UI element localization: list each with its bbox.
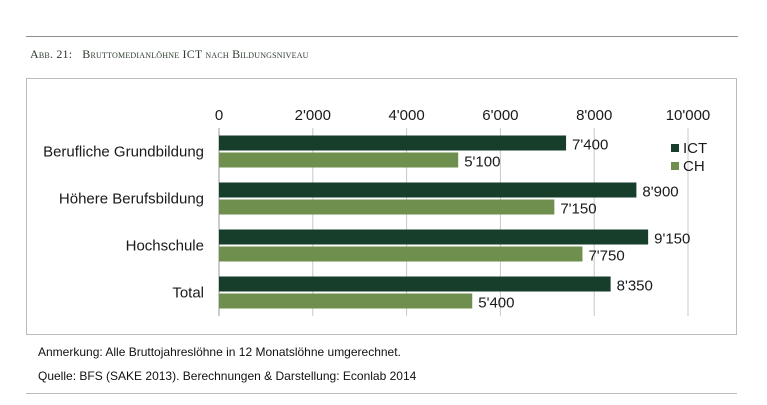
bar-chart: 0 2'000 4'000 6'000 8'000 10'000 Berufliche Gr… xyxy=(43,107,711,316)
x-tick-label: 10'000 xyxy=(666,107,711,124)
x-tick-label: 8'000 xyxy=(576,107,612,124)
data-label-ch: 5'100 xyxy=(464,154,500,171)
figure-title-text: Bruttomedianlöhne ICT nach Bildungsnivea… xyxy=(82,47,309,61)
data-label-ict: 8'900 xyxy=(642,184,678,201)
top-rule xyxy=(26,36,738,37)
source-label: Quelle: xyxy=(38,369,77,383)
data-label-ch: 7'750 xyxy=(588,248,624,265)
category-label: Höhere Berufsbildung xyxy=(59,191,204,208)
source-text: BFS (SAKE 2013). xyxy=(79,369,180,383)
figure-number: Abb. 21: xyxy=(30,47,73,61)
data-label-ict: 7'400 xyxy=(572,137,608,154)
remark-note: Anmerkung: Alle Bruttojahreslöhne in 12 … xyxy=(38,345,401,359)
source-note: Quelle: BFS (SAKE 2013). Berechnungen & … xyxy=(38,369,416,383)
credit-label: Berechnungen & Darstellung: xyxy=(182,369,340,383)
bar-ict xyxy=(219,182,637,198)
x-tick-label: 0 xyxy=(215,107,223,124)
bar-ict xyxy=(219,276,611,292)
x-tick-label: 6'000 xyxy=(482,107,518,124)
category-label: Total xyxy=(172,285,204,302)
legend-swatch-ict xyxy=(671,144,679,152)
legend-swatch-ch xyxy=(671,162,679,170)
bar-ict xyxy=(219,135,567,151)
legend-label-ict: ICT xyxy=(683,140,707,157)
credit-text: Econlab 2014 xyxy=(342,369,417,383)
category-label: Berufliche Grundbildung xyxy=(43,144,204,161)
remark-text: Alle Bruttojahreslöhne in 12 Monatslöhne… xyxy=(105,345,401,359)
data-label-ch: 7'150 xyxy=(560,201,596,218)
chart-frame xyxy=(26,78,737,334)
x-tick-label: 4'000 xyxy=(388,107,424,124)
x-tick-label: 2'000 xyxy=(295,107,331,124)
legend-label-ch: CH xyxy=(683,158,705,175)
data-label-ch: 5'400 xyxy=(478,295,514,312)
category-label: Hochschule xyxy=(126,238,204,255)
data-label-ict: 8'350 xyxy=(617,278,653,295)
bar-ch xyxy=(219,199,555,215)
bar-ch xyxy=(219,152,459,168)
data-label-ict: 9'150 xyxy=(654,231,690,248)
bar-ch xyxy=(219,246,583,262)
figure-title: Abb. 21: Bruttomedianlöhne ICT nach Bildu… xyxy=(30,47,309,62)
bar-ict xyxy=(219,229,649,245)
notes-frame xyxy=(26,334,737,394)
remark-label: Anmerkung: xyxy=(38,345,103,359)
bar-ch xyxy=(219,293,473,309)
